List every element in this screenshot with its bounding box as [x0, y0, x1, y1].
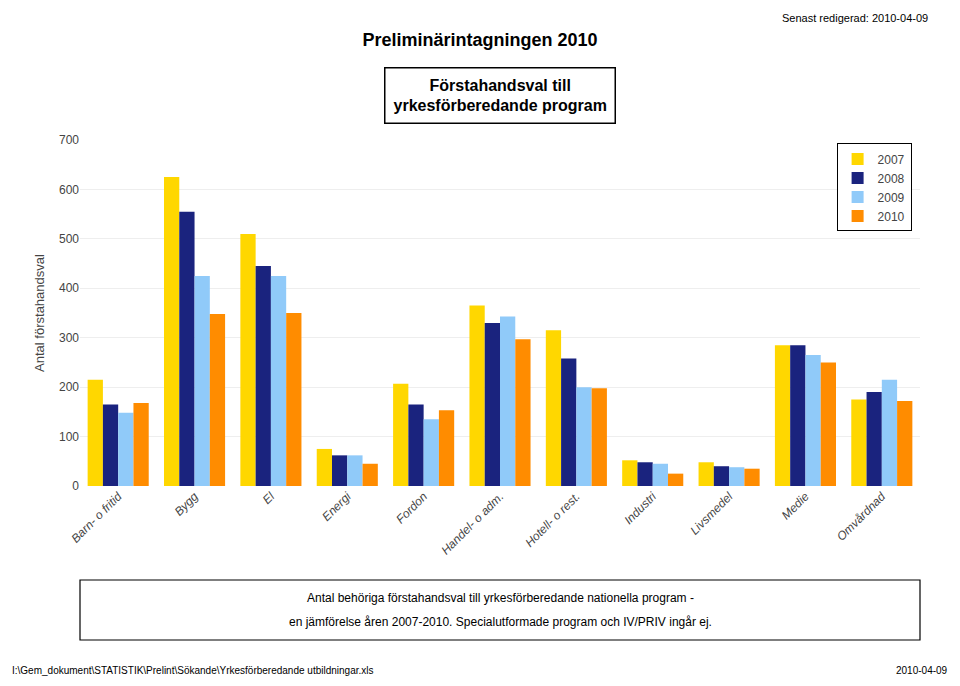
svg-text:Bygg: Bygg — [172, 489, 201, 518]
svg-text:100: 100 — [59, 430, 79, 444]
svg-text:Medie: Medie — [779, 489, 812, 522]
svg-text:Livsmedel: Livsmedel — [687, 489, 735, 537]
svg-text:Omvårdnad: Omvårdnad — [834, 489, 888, 543]
svg-text:2010: 2010 — [878, 210, 905, 224]
svg-text:0: 0 — [72, 479, 79, 493]
svg-text:Antal behöriga förstahandsval: Antal behöriga förstahandsval till yrkes… — [307, 591, 694, 605]
svg-text:Senast redigerad: 2010-04-09: Senast redigerad: 2010-04-09 — [782, 12, 928, 24]
svg-text:Energi: Energi — [319, 489, 354, 524]
svg-text:2007: 2007 — [878, 153, 905, 167]
svg-text:300: 300 — [59, 331, 79, 345]
svg-text:600: 600 — [59, 183, 79, 197]
svg-text:en jämförelse åren 2007-2010.: en jämförelse åren 2007-2010. Specialutf… — [289, 615, 712, 629]
svg-text:Fordon: Fordon — [393, 489, 430, 526]
svg-text:400: 400 — [59, 281, 79, 295]
svg-text:Industri: Industri — [621, 489, 659, 527]
svg-text:I:\Gem_dokument\STATISTIK\Prel: I:\Gem_dokument\STATISTIK\Prelint\Sökand… — [12, 665, 373, 676]
svg-text:Barn- o fritid: Barn- o fritid — [68, 489, 124, 545]
svg-text:700: 700 — [59, 133, 79, 147]
svg-text:2009: 2009 — [878, 191, 905, 205]
svg-text:Hotell- o rest.: Hotell- o rest. — [522, 489, 582, 549]
svg-text:2008: 2008 — [878, 172, 905, 186]
svg-text:2010-04-09: 2010-04-09 — [896, 665, 948, 676]
svg-text:200: 200 — [59, 380, 79, 394]
svg-text:Preliminärintagningen 2010: Preliminärintagningen 2010 — [362, 30, 597, 50]
svg-text:Antal förstahandsval: Antal förstahandsval — [32, 254, 47, 372]
svg-text:500: 500 — [59, 232, 79, 246]
svg-text:El: El — [260, 489, 278, 507]
svg-text:Handel- o adm.: Handel- o adm. — [438, 489, 506, 557]
svg-text:Förstahandsval tillyrkesförber: Förstahandsval tillyrkesförberedande pro… — [394, 77, 607, 115]
